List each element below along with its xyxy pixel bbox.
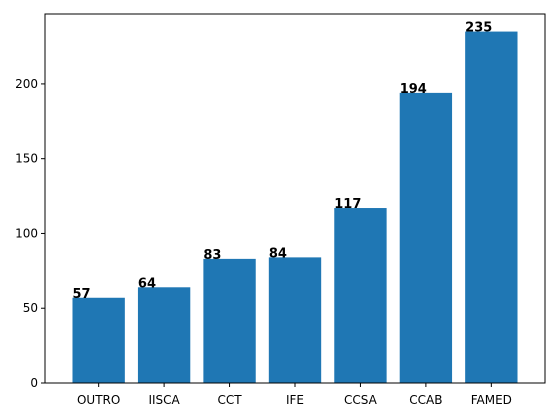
y-tick-label: 150: [15, 152, 38, 166]
y-tick-label: 200: [15, 77, 38, 91]
x-tick-label: CCSA: [344, 393, 378, 407]
bar-ccab: [399, 92, 453, 384]
x-axis: OUTRO IISCA CCT IFE CCSA CCAB FAMED: [77, 383, 512, 407]
x-tick-label: OUTRO: [77, 393, 120, 407]
y-tick-label: 100: [15, 226, 38, 240]
bar-famed: [465, 31, 518, 383]
bar-iisca: [137, 287, 191, 383]
y-tick-label: 0: [30, 376, 38, 390]
bar-value-label: 83: [203, 248, 221, 263]
plot-frame: [44, 13, 546, 384]
bars-group: [72, 31, 518, 384]
bar-value-label: 117: [334, 197, 361, 212]
bar-value-label: 64: [138, 276, 156, 291]
x-tick-label: CCAB: [409, 393, 442, 407]
x-tick-label: FAMED: [471, 393, 512, 407]
bar-ccsa: [334, 208, 387, 383]
bar-value-labels: 57 64 83 84 117 194 235: [72, 21, 492, 302]
bar-outro: [72, 297, 125, 383]
bar-value-label: 235: [465, 21, 492, 36]
y-axis: 0 50 100 150 200: [15, 77, 45, 390]
bar-ife: [268, 257, 322, 383]
bar-value-label: 194: [400, 82, 427, 97]
bar-cct: [203, 258, 256, 383]
bar-value-label: 84: [269, 246, 287, 261]
x-tick-label: IISCA: [148, 393, 180, 407]
x-tick-label: CCT: [218, 393, 243, 407]
x-tick-label: IFE: [286, 393, 304, 407]
y-tick-label: 50: [23, 301, 38, 315]
bar-value-label: 57: [72, 287, 90, 302]
